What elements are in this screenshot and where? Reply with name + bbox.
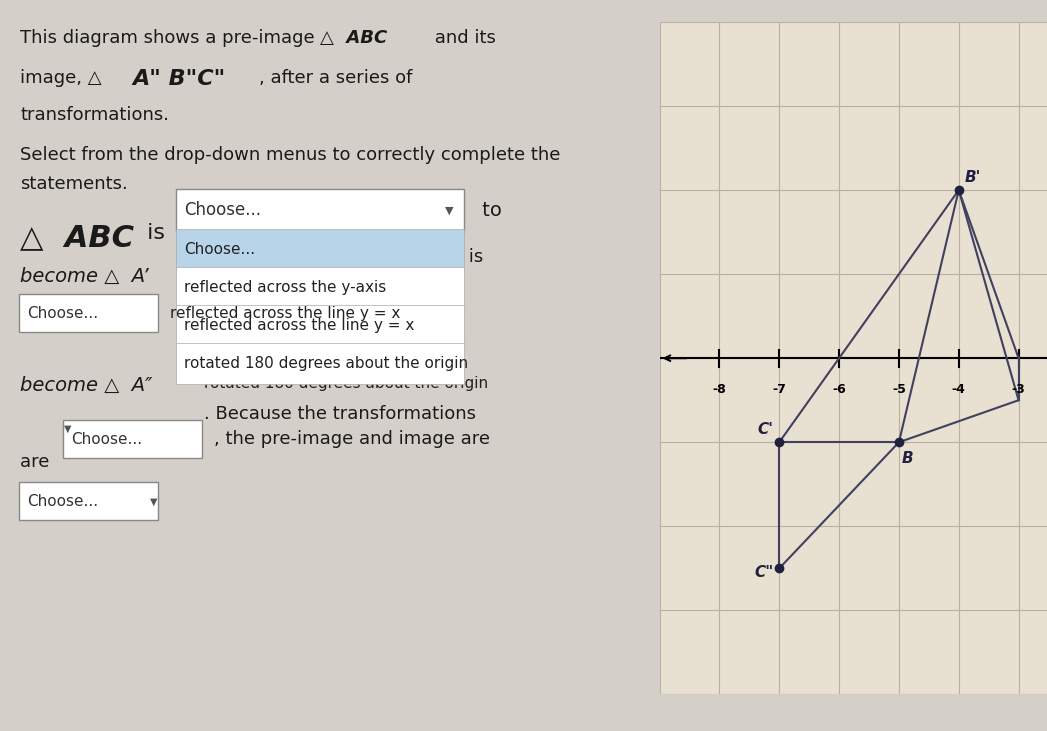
FancyBboxPatch shape	[176, 343, 464, 384]
Text: is: is	[463, 248, 483, 265]
FancyBboxPatch shape	[176, 189, 464, 232]
Text: Select from the drop-down menus to correctly complete the: Select from the drop-down menus to corre…	[21, 146, 561, 164]
Text: Choose...: Choose...	[184, 201, 261, 219]
Text: △  ABC: △ ABC	[320, 29, 387, 48]
Text: -7: -7	[773, 383, 786, 396]
Text: Choose...: Choose...	[184, 242, 254, 257]
Text: rotated 180 degrees about the origin: rotated 180 degrees about the origin	[184, 356, 468, 371]
Text: are: are	[21, 453, 55, 471]
Text: transformations.: transformations.	[21, 106, 170, 124]
Text: , after a series of: , after a series of	[259, 69, 411, 88]
Text: B: B	[901, 451, 914, 466]
Text: is: is	[139, 223, 172, 243]
Text: and its: and its	[429, 29, 495, 48]
Text: become △  A’: become △ A’	[21, 267, 149, 286]
Text: △  ABC: △ ABC	[21, 223, 134, 252]
Text: to: to	[476, 201, 503, 219]
Text: rotated 180 degrees about the origin: rotated 180 degrees about the origin	[204, 376, 488, 391]
FancyBboxPatch shape	[176, 229, 464, 270]
Text: reflected across the line y = x: reflected across the line y = x	[170, 306, 401, 321]
Text: This diagram shows a pre-image: This diagram shows a pre-image	[21, 29, 320, 48]
Text: -3: -3	[1011, 383, 1025, 396]
Text: . Because the transformations: . Because the transformations	[204, 405, 476, 423]
Text: reflected across the line y = x: reflected across the line y = x	[184, 318, 415, 333]
Text: -8: -8	[713, 383, 727, 396]
Text: -6: -6	[832, 383, 846, 396]
Text: Choose...: Choose...	[27, 306, 98, 321]
Text: statements.: statements.	[21, 175, 128, 194]
Text: B': B'	[964, 170, 981, 185]
Text: C": C"	[754, 565, 774, 580]
Text: A" B"C": A" B"C"	[133, 69, 226, 89]
Text: ▼: ▼	[445, 205, 453, 215]
FancyBboxPatch shape	[203, 238, 444, 276]
FancyBboxPatch shape	[19, 482, 158, 520]
FancyBboxPatch shape	[176, 305, 464, 346]
Text: , the pre-image and image are: , the pre-image and image are	[215, 431, 490, 448]
Text: image, △: image, △	[21, 69, 113, 88]
Text: reflected across the y-axis: reflected across the y-axis	[184, 280, 386, 295]
FancyBboxPatch shape	[176, 267, 464, 308]
Text: Choose...: Choose...	[27, 494, 98, 509]
Text: ▼: ▼	[150, 496, 157, 507]
Text: become △  A″: become △ A″	[21, 376, 153, 395]
Text: Choose...: Choose...	[71, 432, 142, 447]
FancyBboxPatch shape	[19, 294, 158, 332]
Text: C': C'	[757, 422, 774, 437]
Text: ▼: ▼	[64, 423, 71, 433]
Text: -4: -4	[952, 383, 965, 396]
FancyBboxPatch shape	[63, 420, 202, 458]
Text: -5: -5	[892, 383, 906, 396]
